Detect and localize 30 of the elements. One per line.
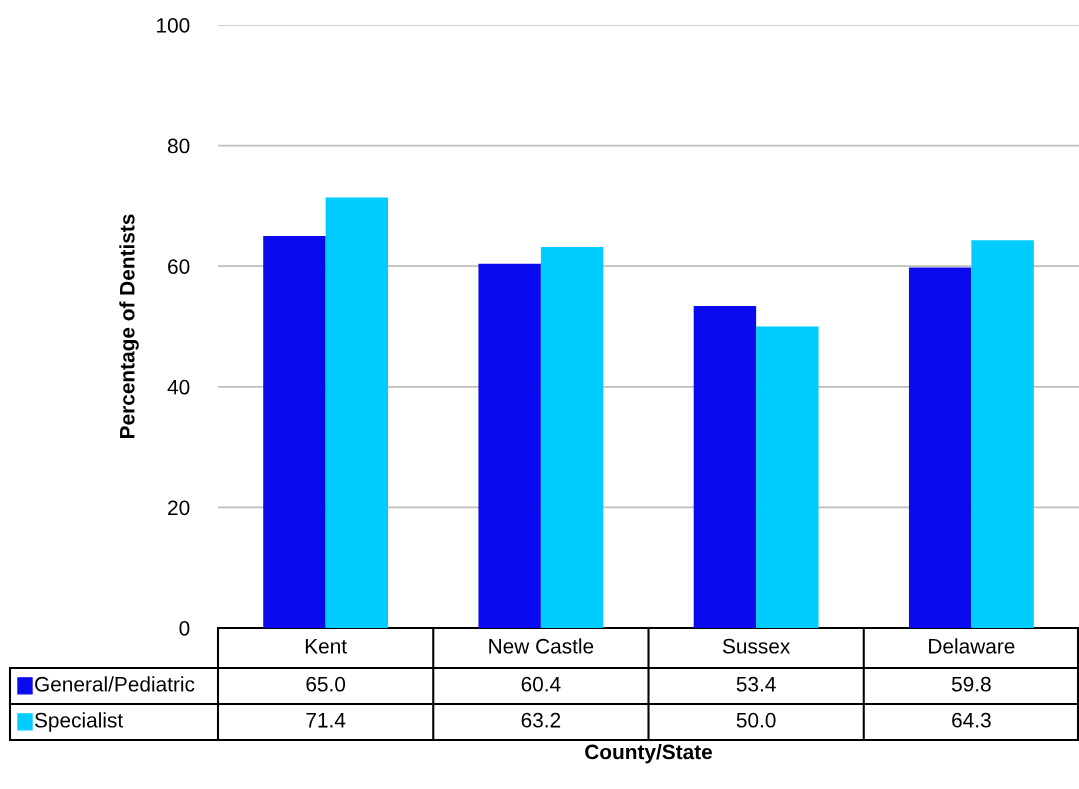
legend-label: Specialist xyxy=(34,712,124,732)
x-tick-label: Delaware xyxy=(929,638,1015,654)
data-label: 53.4 xyxy=(736,676,776,692)
data-label: 71.4 xyxy=(306,713,346,728)
y-axis-title: Percentage of Dentists xyxy=(119,214,139,438)
y-tick-label: 80 xyxy=(167,138,190,154)
x-axis-title: County/State xyxy=(585,744,713,764)
y-tick-label: 100 xyxy=(157,18,190,33)
x-tick-label: Kent xyxy=(305,639,347,654)
bar xyxy=(263,236,326,628)
data-label: 63.2 xyxy=(521,712,561,728)
x-tick-label: Sussex xyxy=(722,638,791,654)
data-label: 65.0 xyxy=(306,676,346,692)
y-tick-label: 0 xyxy=(179,621,190,636)
x-tick-label: New Castle xyxy=(489,638,594,654)
bar xyxy=(540,246,604,628)
bar xyxy=(971,240,1034,628)
data-label: 60.4 xyxy=(521,676,561,692)
y-tick-label: 20 xyxy=(168,500,190,516)
bar xyxy=(478,263,541,628)
data-label: 59.8 xyxy=(951,676,991,692)
bar xyxy=(325,197,389,628)
bar xyxy=(908,267,972,628)
bar xyxy=(756,326,819,628)
bar xyxy=(693,306,757,628)
y-tick-label: 60 xyxy=(168,259,190,274)
data-label: 50.0 xyxy=(736,712,776,728)
legend-label: General/Pediatric xyxy=(35,676,195,692)
y-tick-label: 40 xyxy=(167,379,190,395)
data-label: 64.3 xyxy=(952,712,991,728)
